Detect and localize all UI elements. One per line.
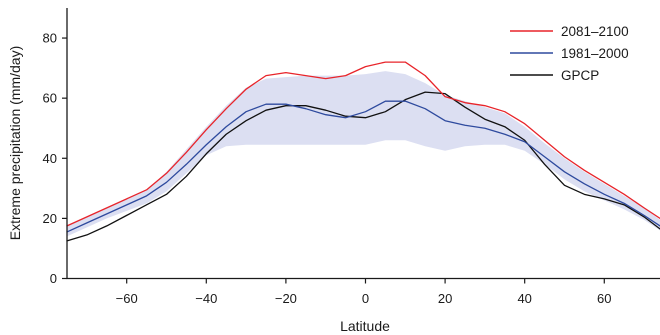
x-axis-title: Latitude [340,318,390,334]
series-line-gpcp [66,91,660,242]
x-tick-label: 0 [362,291,369,306]
y-tick-label: 80 [43,31,57,46]
x-tick-label: 60 [597,291,611,306]
range-band-layer [67,71,660,237]
y-tick-label: 60 [43,91,57,106]
series-layer [66,61,660,242]
x-ticks: −60 −40 −20 0 20 40 60 [116,278,612,306]
legend: 2081–2100 1981–2000 GPCP [510,24,629,83]
x-tick-label: −40 [195,291,217,306]
y-tick-label: 20 [43,211,57,226]
series-line-2081-2100 [66,61,660,227]
y-tick-label: 40 [43,151,57,166]
x-tick-label: 20 [438,291,452,306]
x-tick-label: 40 [517,291,531,306]
legend-label-gpcp: GPCP [561,68,599,83]
y-axis-title: Extreme precipitation (mm/day) [7,46,23,241]
legend-label-2081-2100: 2081–2100 [561,24,629,39]
x-tick-label: −60 [116,291,138,306]
y-ticks: 0 20 40 60 80 [43,31,67,286]
x-tick-label: −20 [275,291,297,306]
y-tick-label: 0 [50,271,57,286]
legend-label-1981-2000: 1981–2000 [561,46,629,61]
model-range-band [67,71,660,237]
series-line-1981-2000 [66,100,660,233]
